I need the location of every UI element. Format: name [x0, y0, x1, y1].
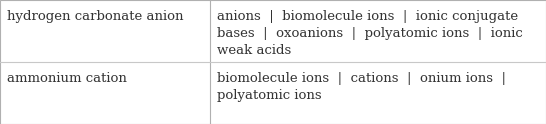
Text: hydrogen carbonate anion: hydrogen carbonate anion — [7, 10, 183, 23]
Text: ammonium cation: ammonium cation — [7, 72, 127, 85]
Text: anions  |  biomolecule ions  |  ionic conjugate
bases  |  oxoanions  |  polyatom: anions | biomolecule ions | ionic conjug… — [217, 10, 523, 57]
Text: biomolecule ions  |  cations  |  onium ions  |
polyatomic ions: biomolecule ions | cations | onium ions … — [217, 72, 506, 102]
